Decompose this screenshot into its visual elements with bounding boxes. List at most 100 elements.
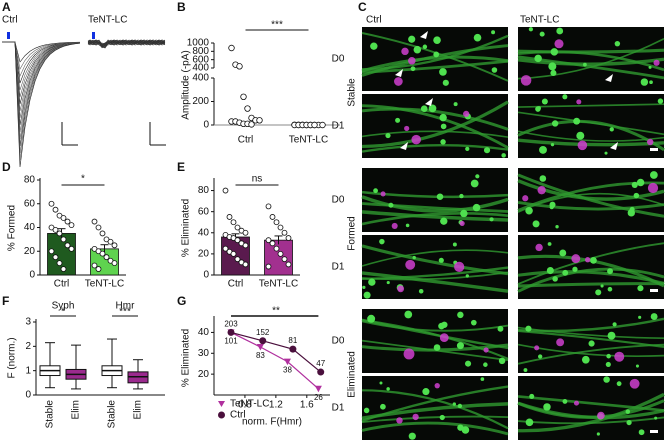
bouton <box>434 383 440 389</box>
spine <box>576 131 585 140</box>
bouton <box>411 134 422 145</box>
spine <box>379 238 385 245</box>
spine <box>440 217 448 225</box>
spine <box>491 67 498 73</box>
bouton <box>412 413 419 421</box>
spine <box>408 432 416 440</box>
data-point <box>60 236 67 243</box>
dendrite <box>361 130 509 138</box>
x-tick-label: 1.6 <box>300 400 314 411</box>
spine <box>583 62 587 67</box>
spine <box>412 255 416 260</box>
stimulus <box>7 32 10 39</box>
bouton <box>573 400 580 406</box>
data-point <box>273 245 280 252</box>
x-axis-label: norm. F(Hmr) <box>242 417 302 428</box>
spine <box>650 313 658 320</box>
bouton <box>571 254 581 264</box>
trace <box>2 41 81 112</box>
spine <box>556 27 564 35</box>
data-point <box>99 250 106 257</box>
spine <box>573 117 581 125</box>
data-point <box>234 237 241 244</box>
legend-label: Ctrl <box>230 410 246 421</box>
data-point <box>222 187 229 194</box>
dendrite <box>361 202 509 213</box>
dendrite <box>361 107 509 131</box>
arrowhead <box>420 31 428 39</box>
data-point <box>52 206 59 213</box>
spine <box>532 220 540 228</box>
dendrite <box>517 103 665 108</box>
data-point <box>311 121 318 129</box>
significance: ** <box>272 306 280 317</box>
y-tick-label: 600 <box>192 54 209 65</box>
data-label: 47 <box>316 359 325 368</box>
spine <box>612 322 617 327</box>
dendrite <box>361 402 509 420</box>
data-point <box>64 218 71 225</box>
group-label: Eliminated <box>347 351 358 398</box>
group-label: Formed <box>347 216 358 250</box>
spine <box>548 62 557 71</box>
spine <box>465 146 470 151</box>
spine <box>606 353 611 359</box>
spine <box>472 203 481 212</box>
spine <box>550 48 559 56</box>
spine <box>537 354 543 359</box>
spine <box>631 181 638 189</box>
spine <box>547 242 552 246</box>
y-axis-label: F (norm.) <box>7 337 18 378</box>
spine <box>459 193 464 199</box>
bouton <box>391 222 398 229</box>
spine <box>368 278 376 286</box>
spine <box>385 132 391 139</box>
spine <box>362 285 366 290</box>
data-point <box>259 337 267 345</box>
bouton <box>522 195 529 202</box>
bouton <box>401 47 409 56</box>
spine <box>525 418 534 427</box>
significance: ns <box>252 174 263 185</box>
data-point <box>226 214 233 220</box>
dendrite <box>517 317 665 333</box>
spine <box>480 377 485 381</box>
significance: *** <box>119 307 131 318</box>
y-axis-label: % Eliminated <box>181 329 192 387</box>
bar <box>264 239 293 276</box>
spine <box>534 54 542 63</box>
y-tick-label: 80 <box>24 175 36 186</box>
spine <box>483 147 491 154</box>
trace <box>87 42 166 48</box>
spine <box>363 291 371 299</box>
data-point <box>256 344 264 351</box>
spine <box>638 315 642 319</box>
data-point <box>242 242 249 249</box>
y-tick-label: 2 <box>25 341 31 352</box>
spine <box>539 31 545 37</box>
spine <box>440 123 447 130</box>
panel-label: D <box>2 160 11 174</box>
group-label: Stable <box>347 78 358 107</box>
bouton <box>584 257 591 263</box>
data-point <box>242 229 249 236</box>
dendrite <box>361 415 509 423</box>
arrowhead <box>425 98 433 106</box>
spine <box>433 344 441 351</box>
y-tick-label: 80 <box>198 185 210 196</box>
dendrite <box>361 249 509 267</box>
bouton <box>535 243 543 252</box>
micrograph <box>362 168 508 232</box>
data-point <box>256 117 263 124</box>
data-point <box>48 200 55 207</box>
data-point <box>248 121 255 128</box>
bouton <box>614 351 625 362</box>
dendrite <box>361 244 509 276</box>
x-tick-label: 0.8 <box>238 400 252 411</box>
spine <box>439 113 447 122</box>
data-point <box>265 203 272 210</box>
spine <box>635 364 639 368</box>
micrograph <box>362 309 508 373</box>
y-tick-label: 0 <box>29 270 35 281</box>
group-label: Syph <box>52 301 75 312</box>
